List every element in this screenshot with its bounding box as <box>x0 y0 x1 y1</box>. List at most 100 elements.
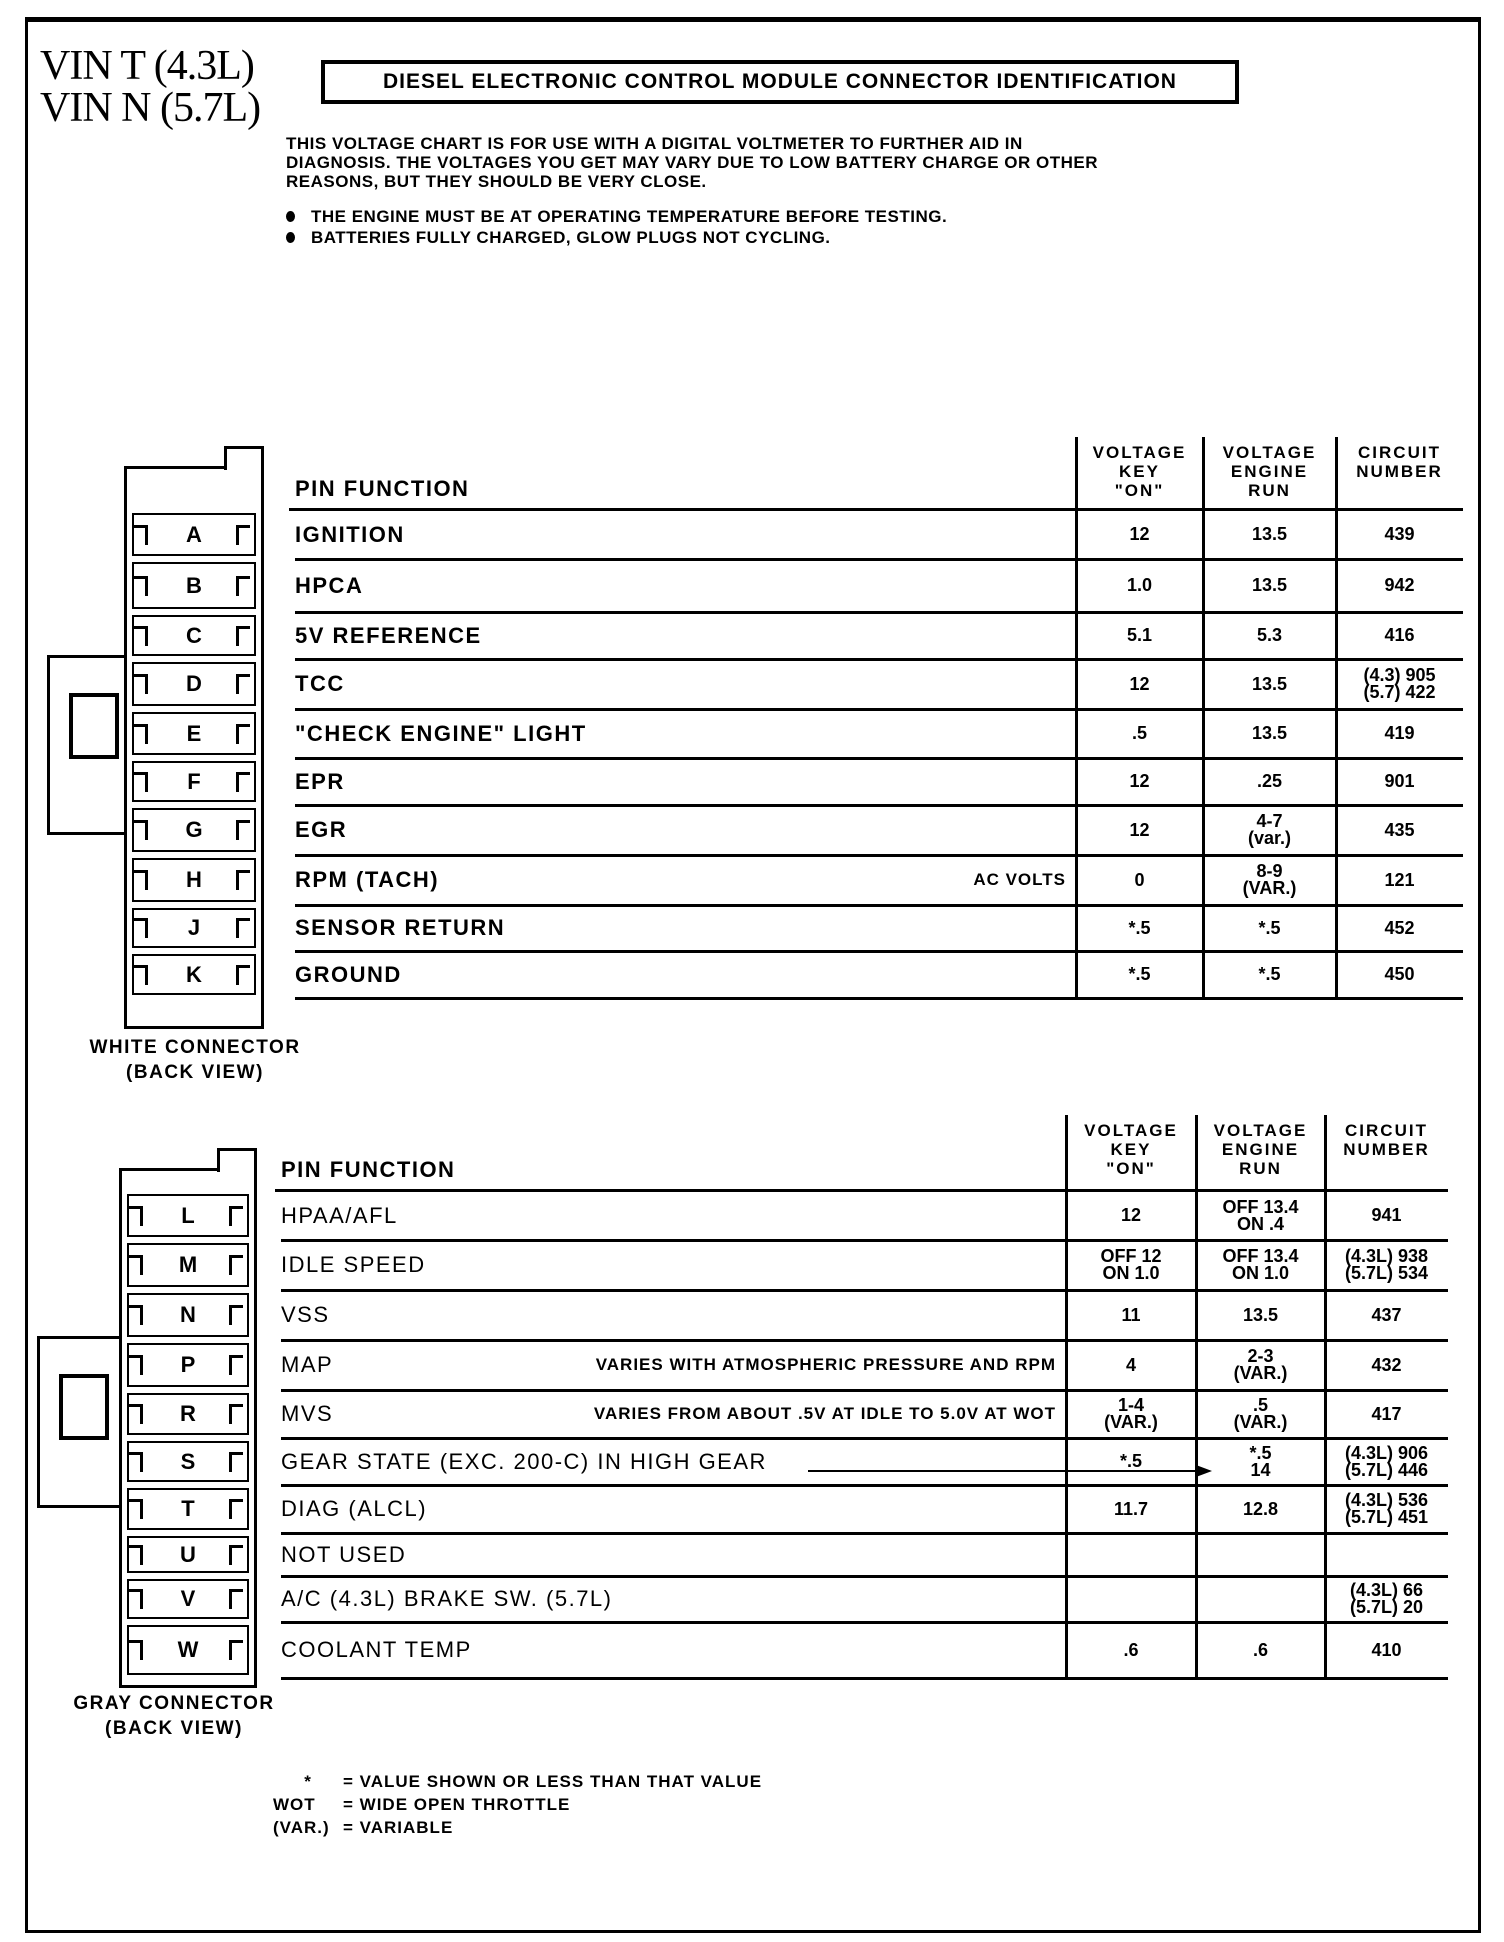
engine-run-value: 13.5 <box>1251 723 1288 743</box>
engine-run-value: *.5 <box>1249 1442 1272 1463</box>
column-divider <box>1202 437 1205 998</box>
key-on-value: 11.7 <box>1113 1498 1149 1519</box>
circuit-value: 901 <box>1384 771 1415 791</box>
pin-letter: B <box>186 572 202 598</box>
legend-symbol: * <box>304 1772 312 1791</box>
circuit-value: 416 <box>1384 625 1415 645</box>
pin-left-bracket <box>134 918 148 938</box>
legend-text: = VALUE SHOWN OR LESS THAN THAT VALUE <box>343 1772 763 1791</box>
value-cell-engine-run: 13.5 <box>1203 659 1336 709</box>
pin-left-bracket <box>129 1544 143 1565</box>
header-divider <box>289 508 1463 511</box>
pin-right-bracket <box>229 1305 243 1325</box>
pin-right-bracket <box>236 918 250 938</box>
pin-letter: M <box>178 1252 198 1277</box>
pin-letter: U <box>180 1541 196 1567</box>
value-cell-engine-run: 2-3 (VAR.) <box>1196 1340 1325 1390</box>
value-cell-key-on: 12 <box>1066 1191 1196 1240</box>
key-on-value: OFF 12 <box>1100 1246 1162 1266</box>
pin-left-bracket <box>129 1499 143 1519</box>
circuit-value: (4.3L) 938 <box>1344 1246 1429 1266</box>
row-divider <box>295 558 1463 561</box>
value-cell-key-on: 12 <box>1076 805 1203 855</box>
pin-left-bracket <box>129 1305 143 1325</box>
circuit-value: 435 <box>1384 819 1415 840</box>
pin-cavity <box>132 808 256 852</box>
pin-left-bracket <box>134 575 148 596</box>
pin-cavity <box>127 1194 249 1237</box>
pin-cavity <box>127 1393 249 1435</box>
value-cell-circuit: (4.3L) 66 (5.7L) 20 <box>1325 1576 1448 1622</box>
pin-left-bracket <box>129 1355 143 1375</box>
value-cell-engine-run <box>1196 1533 1325 1576</box>
engine-run-value: 4-7 <box>1256 811 1283 831</box>
value-cell-circuit <box>1325 1533 1448 1576</box>
circuit-value: 432 <box>1371 1354 1402 1375</box>
column-divider <box>1075 437 1078 998</box>
circuit-value: (5.7L) 534 <box>1344 1263 1429 1283</box>
pin-right-bracket <box>236 723 250 744</box>
value-cell-circuit: (4.3L) 906 (5.7L) 446 <box>1325 1438 1448 1485</box>
value-cell-circuit: 432 <box>1325 1340 1448 1390</box>
column-header-key-on: VOLTAGE KEY "ON" <box>1066 1121 1196 1178</box>
column-divider <box>1195 1115 1198 1678</box>
pin-letter: K <box>186 961 202 987</box>
pin-right-bracket <box>236 964 250 985</box>
circuit-value: 450 <box>1384 964 1415 984</box>
bullet-item: BATTERIES FULLY CHARGED, GLOW PLUGS NOT … <box>286 228 831 248</box>
row-divider <box>281 1239 1448 1242</box>
row-divider <box>295 757 1463 760</box>
row-divider <box>295 854 1463 857</box>
value-cell-circuit: 435 <box>1336 805 1463 855</box>
connector-latch-window <box>69 693 119 759</box>
column-divider <box>1065 1115 1068 1678</box>
value-cell-engine-run: .25 <box>1203 758 1336 805</box>
circuit-value: 437 <box>1371 1304 1402 1325</box>
value-cell-circuit: (4.3L) 938 (5.7L) 534 <box>1325 1240 1448 1290</box>
bullet-text: THE ENGINE MUST BE AT OPERATING TEMPERAT… <box>311 207 948 226</box>
column-header-line: VOLTAGE <box>1213 1121 1308 1140</box>
value-cell-circuit: 452 <box>1336 905 1463 951</box>
pin-right-bracket <box>236 870 250 890</box>
pin-function: SENSOR RETURN <box>295 915 506 940</box>
pin-cavity <box>127 1343 249 1387</box>
circuit-value: 410 <box>1371 1639 1402 1660</box>
pin-letter: G <box>185 817 203 842</box>
pin-right-bracket <box>229 1205 243 1226</box>
row-divider <box>295 997 1463 1000</box>
column-header-key-on: VOLTAGE KEY "ON" <box>1076 443 1203 500</box>
connector-caption-line: WHITE CONNECTOR <box>89 1037 301 1058</box>
pin-left-bracket <box>134 723 148 744</box>
column-header-line: NUMBER <box>1343 1140 1430 1159</box>
pin-cavity <box>132 954 256 995</box>
legend-text: = VARIABLE <box>343 1818 454 1837</box>
pin-cavity <box>132 858 256 902</box>
pin-cavity <box>132 615 256 656</box>
value-cell-engine-run: 13.5 <box>1196 1290 1325 1340</box>
key-on-value: (VAR.) <box>1104 1412 1158 1432</box>
pin-function: EPR <box>295 768 345 794</box>
value-cell-key-on: 5.1 <box>1076 612 1203 659</box>
pin-left-bracket <box>134 964 148 985</box>
value-cell-engine-run: 8-9 (VAR.) <box>1203 855 1336 905</box>
value-cell-circuit: (4.3) 905 (5.7) 422 <box>1336 659 1463 709</box>
column-header-line: CIRCUIT <box>1345 1121 1428 1140</box>
pin-left-bracket <box>129 1404 143 1424</box>
column-header-line: VOLTAGE <box>1084 1121 1178 1140</box>
value-cell-key-on: 4 <box>1066 1340 1196 1390</box>
engine-run-value: *.5 <box>1258 964 1281 984</box>
value-cell-engine-run: 12.8 <box>1196 1485 1325 1533</box>
circuit-value: 419 <box>1384 723 1415 743</box>
connector-caption-line: GRAY CONNECTOR <box>73 1693 275 1714</box>
value-cell-engine-run: 4-7 (var.) <box>1203 805 1336 855</box>
engine-run-value: 8-9 <box>1256 861 1283 881</box>
column-header-line: "ON" <box>1114 481 1165 500</box>
value-cell-circuit: 417 <box>1325 1390 1448 1438</box>
value-cell-engine-run: 5.3 <box>1203 612 1336 659</box>
circuit-value: (4.3L) 906 <box>1344 1442 1429 1463</box>
engine-run-value: 2-3 <box>1247 1346 1274 1366</box>
key-on-value: 4 <box>1125 1354 1136 1375</box>
pin-letter: T <box>181 1496 195 1521</box>
pin-cavity <box>127 1293 249 1337</box>
pin-cavity <box>132 908 256 948</box>
